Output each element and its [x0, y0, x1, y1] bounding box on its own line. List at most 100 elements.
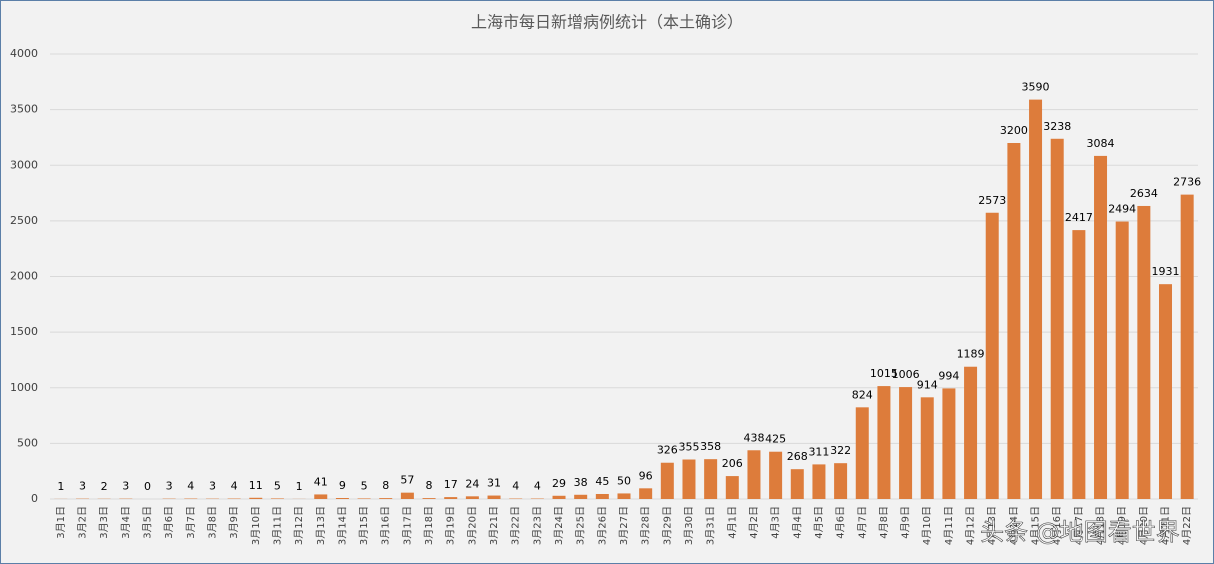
- bar: [487, 495, 501, 499]
- value-label: 8: [426, 479, 433, 492]
- bar: [422, 498, 436, 499]
- value-label: 4: [231, 480, 238, 493]
- x-tick-label: 4月17日: [1073, 506, 1085, 545]
- bar: [834, 463, 848, 499]
- value-label: 5: [361, 479, 368, 492]
- y-tick-label: 1000: [10, 381, 38, 394]
- x-tick-label: 3月9日: [228, 506, 240, 539]
- x-tick-label: 4月2日: [748, 506, 760, 539]
- x-tick-label: 3月3日: [98, 506, 110, 539]
- value-label: 425: [765, 433, 786, 446]
- value-label: 994: [938, 369, 959, 382]
- value-label: 0: [144, 480, 151, 493]
- x-tick-label: 4月16日: [1051, 506, 1063, 545]
- bar: [552, 495, 566, 499]
- value-label: 2573: [978, 194, 1006, 207]
- value-label: 29: [552, 477, 566, 490]
- x-tick-label: 3月18日: [423, 506, 435, 545]
- x-tick-label: 4月21日: [1160, 506, 1172, 545]
- bar: [704, 459, 718, 499]
- x-tick-label: 3月13日: [315, 506, 327, 545]
- x-tick-label: 3月14日: [336, 506, 348, 545]
- bar: [877, 386, 891, 499]
- value-label: 358: [700, 440, 721, 453]
- x-tick-label: 3月4日: [120, 506, 132, 539]
- bar: [1094, 155, 1108, 499]
- bar: [942, 388, 956, 499]
- x-tick-label: 3月28日: [640, 506, 652, 545]
- value-label: 9: [339, 479, 346, 492]
- x-tick-label: 3月10日: [250, 506, 262, 545]
- bar: [964, 366, 978, 499]
- bar: [400, 492, 414, 499]
- value-label: 3238: [1043, 120, 1071, 133]
- value-label: 3: [122, 480, 129, 493]
- bar: [617, 493, 631, 499]
- value-label: 326: [657, 444, 678, 457]
- value-label: 57: [400, 474, 414, 487]
- y-tick-label: 3000: [10, 158, 38, 171]
- value-label: 1: [57, 480, 64, 493]
- x-tick-label: 3月11日: [271, 506, 283, 545]
- value-label: 438: [743, 431, 764, 444]
- bar: [725, 476, 739, 499]
- value-label: 1931: [1152, 265, 1180, 278]
- value-label: 824: [852, 388, 873, 401]
- x-tick-label: 4月15日: [1030, 506, 1042, 545]
- x-tick-label: 4月4日: [791, 506, 803, 539]
- x-tick-label: 3月12日: [293, 506, 305, 545]
- value-label: 2736: [1173, 176, 1201, 189]
- value-label: 3084: [1087, 137, 1115, 150]
- x-tick-label: 3月24日: [553, 506, 565, 545]
- value-label: 4: [187, 480, 194, 493]
- bar: [769, 451, 783, 499]
- bar: [1007, 143, 1021, 499]
- value-label: 11: [249, 479, 263, 492]
- value-label: 3590: [1022, 81, 1050, 94]
- x-tick-label: 4月22日: [1181, 506, 1193, 545]
- value-label: 2494: [1108, 203, 1136, 216]
- bar: [747, 450, 761, 499]
- x-tick-label: 4月5日: [813, 506, 825, 539]
- value-label: 914: [917, 378, 938, 391]
- x-tick-label: 4月7日: [856, 506, 868, 539]
- x-tick-label: 3月6日: [163, 506, 175, 539]
- value-label: 3: [209, 480, 216, 493]
- y-tick-label: 0: [31, 492, 38, 505]
- bar: [1137, 205, 1151, 499]
- y-tick-label: 3500: [10, 103, 38, 116]
- x-tick-label: 3月16日: [380, 506, 392, 545]
- x-tick-label: 3月19日: [445, 506, 457, 545]
- bar: [314, 494, 328, 499]
- x-tick-label: 4月20日: [1138, 506, 1150, 545]
- x-tick-label: 3月21日: [488, 506, 500, 545]
- value-label: 17: [444, 478, 458, 491]
- value-label: 311: [808, 445, 829, 458]
- bar: [574, 494, 588, 499]
- value-label: 31: [487, 477, 501, 490]
- x-tick-label: 4月12日: [965, 506, 977, 545]
- y-tick-label: 2000: [10, 270, 38, 283]
- bar: [465, 496, 479, 499]
- bar: [595, 493, 609, 499]
- x-tick-label: 4月14日: [1008, 506, 1020, 545]
- x-tick-label: 3月31日: [705, 506, 717, 545]
- value-label: 38: [574, 476, 588, 489]
- bar: [660, 462, 674, 499]
- bar: [1159, 284, 1173, 499]
- x-tick-label: 3月26日: [596, 506, 608, 545]
- value-label: 4: [534, 480, 541, 493]
- y-tick-label: 4000: [10, 47, 38, 60]
- bar: [682, 459, 696, 499]
- x-tick-label: 4月11日: [943, 506, 955, 545]
- value-label: 3: [79, 480, 86, 493]
- bar: [899, 387, 913, 499]
- bar: [855, 407, 869, 499]
- bar: [249, 497, 263, 499]
- x-tick-label: 3月27日: [618, 506, 630, 545]
- value-label: 45: [595, 475, 609, 488]
- x-tick-label: 3月20日: [466, 506, 478, 545]
- bar: [379, 498, 393, 499]
- x-tick-label: 4月19日: [1116, 506, 1128, 545]
- value-label: 322: [830, 444, 851, 457]
